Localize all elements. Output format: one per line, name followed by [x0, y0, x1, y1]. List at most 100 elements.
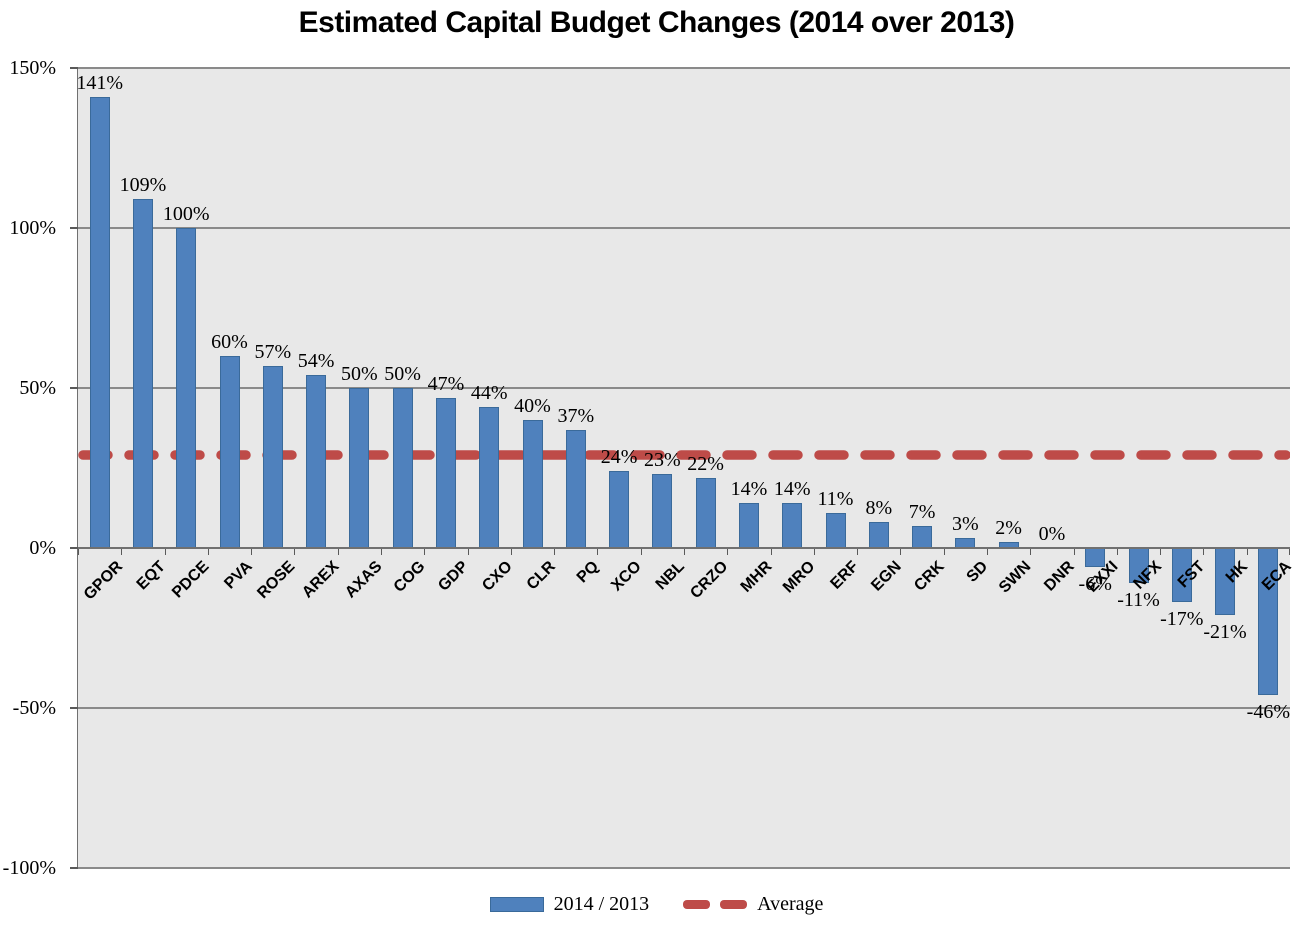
bar-value-label: 8%	[865, 497, 893, 520]
x-axis-tick	[1289, 549, 1290, 555]
bar	[392, 388, 413, 548]
bar	[479, 407, 500, 548]
y-axis-tick	[70, 547, 78, 549]
y-axis-tick	[70, 227, 78, 229]
x-category-label: ROSE	[254, 558, 299, 603]
y-gridline	[78, 227, 1290, 229]
x-axis-tick	[554, 549, 555, 555]
x-category-label: PVA	[221, 558, 256, 593]
x-axis-tick	[771, 549, 772, 555]
y-axis-tick	[70, 867, 78, 869]
bar-value-label: 50%	[384, 363, 421, 385]
bar	[652, 474, 673, 548]
x-axis-tick	[944, 549, 945, 555]
x-axis-tick	[987, 549, 988, 555]
x-category-label: EQT	[133, 558, 169, 594]
average-line	[78, 450, 1290, 460]
x-category-label: ERF	[826, 558, 862, 593]
y-tick-label: -50%	[12, 697, 56, 719]
y-gridline	[78, 707, 1290, 709]
x-category-label: SD	[963, 558, 992, 586]
x-axis-tick	[294, 549, 295, 555]
x-axis-tick	[1203, 549, 1204, 555]
x-category-label: EGN	[868, 558, 905, 595]
y-gridline	[78, 387, 1290, 389]
x-axis-tick	[121, 549, 122, 555]
bar-value-label: -11%	[1117, 589, 1160, 612]
x-category-label: SWN	[996, 558, 1035, 597]
bar	[89, 96, 110, 548]
x-axis-tick	[727, 549, 728, 555]
x-axis-tick	[1247, 549, 1248, 555]
x-axis-tick	[641, 549, 642, 555]
x-axis-tick	[511, 549, 512, 555]
x-category-label: NBL	[653, 558, 689, 594]
legend-series-label: 2014 / 2013	[553, 893, 650, 915]
x-category-label: AXAS	[341, 558, 386, 602]
x-category-label: GDP	[435, 558, 472, 595]
bar	[306, 375, 327, 548]
bar	[609, 471, 630, 548]
bar-value-label: 40%	[514, 395, 551, 417]
bar	[219, 356, 240, 548]
bar-value-label: 109%	[119, 174, 167, 197]
y-tick-label: 100%	[9, 217, 56, 239]
y-tick-label: 0%	[29, 537, 56, 559]
bar	[176, 228, 197, 548]
bar-value-label: 57%	[254, 340, 292, 363]
bar-value-label: 23%	[644, 449, 681, 472]
bar-value-label: 3%	[952, 513, 979, 536]
legend-swatch-dash	[683, 900, 748, 909]
bar-value-label: 24%	[600, 446, 638, 469]
bar-value-label: 100%	[162, 203, 210, 225]
bar-value-label: -46%	[1246, 701, 1290, 724]
legend-item-average: Average	[683, 893, 823, 916]
x-axis-tick	[208, 549, 209, 555]
y-gridline	[78, 867, 1290, 869]
bar	[132, 199, 153, 548]
y-gridline	[78, 67, 1290, 69]
x-axis-tick	[1074, 549, 1075, 555]
y-tick-label: -100%	[2, 857, 56, 879]
bar	[262, 365, 283, 548]
chart-title: Estimated Capital Budget Changes (2014 o…	[298, 6, 1015, 39]
x-category-label: COG	[390, 558, 429, 596]
x-axis-tick	[251, 549, 252, 555]
x-axis-tick	[381, 549, 382, 555]
x-axis-tick	[468, 549, 469, 555]
bar-value-label: 22%	[687, 452, 724, 475]
x-axis-tick	[1030, 549, 1031, 555]
bar-value-label: 47%	[427, 372, 465, 395]
x-axis-line	[78, 547, 1290, 549]
plot-area: 150% 100% 50% 0% -50% -100% 141% GPOR 109% EQT 100…	[3, 57, 1295, 879]
bar-value-label: 14%	[773, 478, 811, 501]
x-category-label: PQ	[573, 558, 602, 587]
x-axis-tick	[900, 549, 901, 555]
legend: 2014 / 2013 Average	[0, 893, 1313, 916]
bar-value-label: 0%	[1038, 523, 1066, 545]
bar-value-label: -21%	[1203, 621, 1247, 644]
x-category-label: AREX	[298, 558, 343, 602]
x-category-label: CXO	[478, 558, 516, 595]
legend-item-series: 2014 / 2013	[489, 893, 650, 916]
x-category-label: GPOR	[80, 558, 126, 604]
bar	[868, 522, 889, 548]
y-axis-tick	[70, 387, 78, 389]
x-category-label: MHR	[737, 558, 775, 596]
y-axis-tick	[70, 707, 78, 709]
bar-value-label: 2%	[995, 516, 1022, 539]
x-category-label: CRZO	[687, 558, 732, 603]
x-axis-tick	[1117, 549, 1118, 555]
x-category-label: CLR	[523, 558, 559, 594]
x-axis-tick	[597, 549, 598, 555]
x-axis-tick	[814, 549, 815, 555]
x-category-label: CRK	[911, 558, 949, 595]
bar-value-label: -6%	[1078, 573, 1112, 596]
x-axis-tick	[1160, 549, 1161, 555]
x-axis-tick	[165, 549, 166, 555]
bar-value-label: -17%	[1160, 608, 1204, 631]
bar	[349, 388, 370, 548]
legend-average-label: Average	[757, 893, 824, 915]
bar-value-label: 11%	[817, 487, 854, 510]
bar	[522, 420, 543, 548]
